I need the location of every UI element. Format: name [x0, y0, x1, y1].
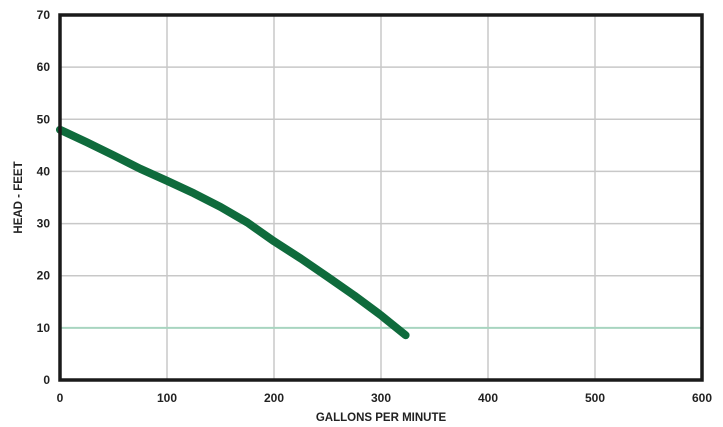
y-axis-title: HEAD - FEET [13, 161, 25, 233]
grid-lines [60, 15, 702, 380]
y-tick-label-2: 20 [37, 269, 51, 283]
y-tick-label-0: 0 [43, 373, 50, 387]
x-axis-title: GALLONS PER MINUTE [316, 412, 447, 424]
x-tick-labels: 0 100 200 300 400 500 600 [57, 391, 713, 405]
x-tick-label-5: 500 [585, 391, 605, 405]
y-tick-label-7: 70 [37, 8, 51, 22]
y-tick-label-3: 30 [37, 217, 51, 231]
series-line-0 [60, 130, 406, 336]
x-tick-label-1: 100 [157, 391, 177, 405]
y-tick-label-1: 10 [37, 321, 51, 335]
x-tick-label-0: 0 [57, 391, 64, 405]
x-tick-label-2: 200 [264, 391, 284, 405]
x-tick-label-6: 600 [692, 391, 712, 405]
x-tick-label-4: 400 [478, 391, 498, 405]
y-tick-label-4: 40 [37, 164, 51, 178]
y-tick-label-6: 60 [37, 60, 51, 74]
y-tick-labels: 0 10 20 30 40 50 60 70 [37, 8, 51, 387]
series-group [60, 130, 406, 336]
y-tick-label-5: 50 [37, 112, 51, 126]
x-tick-label-3: 300 [371, 391, 391, 405]
